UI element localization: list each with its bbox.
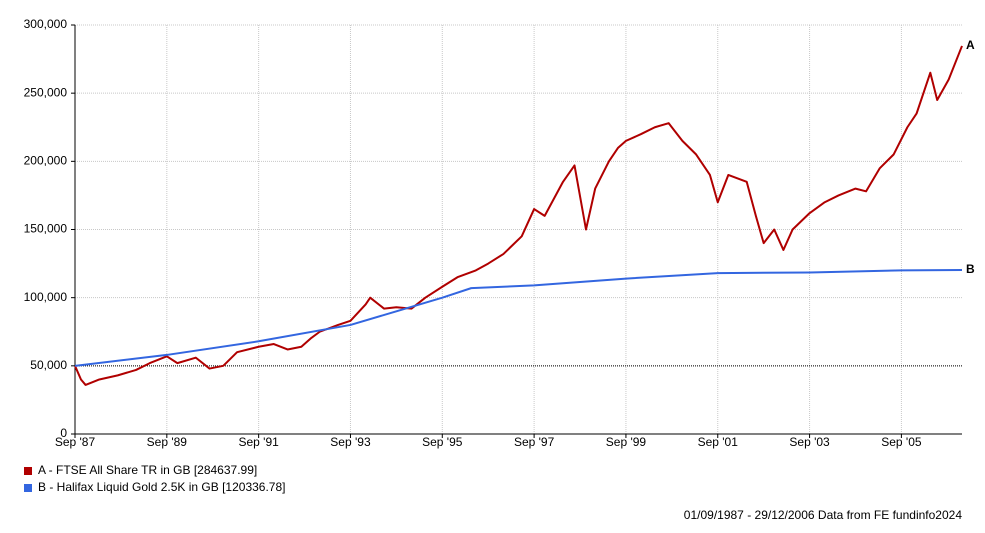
y-tick-label: 300,000 [24,17,68,31]
legend-label: A - FTSE All Share TR in GB [284637.99] [38,463,257,477]
x-tick-label: Sep '03 [789,435,830,449]
x-tick-label: Sep '99 [606,435,647,449]
y-tick-label: 0 [60,426,67,440]
legend-swatch [24,467,32,475]
x-tick-label: Sep '93 [330,435,371,449]
x-tick-label: Sep '95 [422,435,463,449]
x-tick-label: Sep '97 [514,435,555,449]
y-tick-label: 200,000 [24,154,68,168]
x-tick-label: Sep '89 [147,435,188,449]
series-line [74,45,963,386]
legend-swatch [24,484,32,492]
series-line [74,268,963,367]
y-tick-label: 50,000 [30,358,67,372]
source-note: 01/09/1987 - 29/12/2006 Data from FE fun… [684,508,963,522]
x-tick-label: Sep '87 [55,435,96,449]
series-end-label: B [966,262,975,276]
y-tick-label: 250,000 [24,85,68,99]
y-tick-label: 150,000 [24,222,68,236]
x-tick-label: Sep '91 [238,435,279,449]
legend-label: B - Halifax Liquid Gold 2.5K in GB [1203… [38,480,285,494]
x-tick-label: Sep '05 [881,435,922,449]
y-tick-label: 100,000 [24,290,68,304]
x-tick-label: Sep '01 [698,435,739,449]
series-end-label: A [966,38,975,52]
